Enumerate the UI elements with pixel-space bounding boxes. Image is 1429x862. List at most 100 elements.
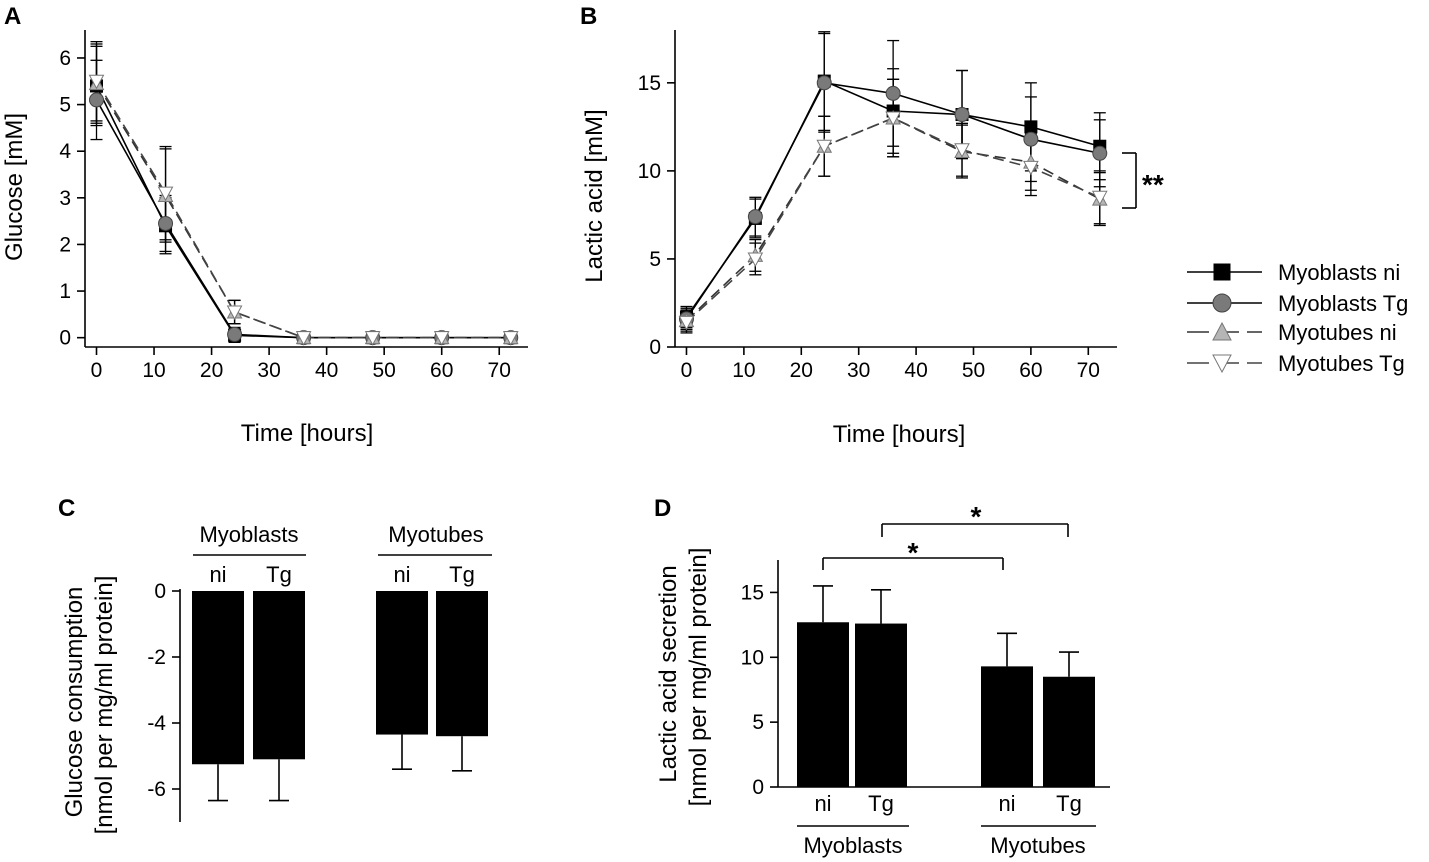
panel-c-cat-2: Tg [266,562,292,587]
panel-a-x-tick-label: 70 [488,359,511,382]
panel-c-y-tick-label: -6 [147,778,166,801]
panel-c-cat-4: Tg [449,562,475,587]
panel-c-bar [376,591,428,735]
panel-a-data-point [226,305,243,321]
panel-c-cat-1: ni [209,562,226,587]
legend-label-myoblasts-tg: Myoblasts Tg [1278,291,1408,316]
panel-a-y-tick-label: 0 [59,327,71,350]
panel-d-ylabel-line1: Lactic acid secretion [655,565,682,782]
legend-label-myotubes-ni: Myotubes ni [1278,320,1397,345]
panel-c-bar [192,591,244,765]
panel-b-data-point [816,75,832,91]
panel-d-y-tick-label: 0 [752,776,764,799]
panel-b-data-point [816,139,833,155]
panel-a-data-point [364,331,381,346]
panel-b-data-point [954,107,970,123]
panel-a-y-tick-label: 5 [59,94,71,117]
panel-label-d: D [654,495,671,522]
panel-b-x-tick-label: 20 [790,359,813,382]
panel-d-group-myotubes: Myotubes [990,833,1085,858]
panel-b-xlabel: Time [hours] [833,421,965,448]
legend-marker [1212,321,1232,341]
panel-b-data-point [1023,131,1039,147]
panel-a-data-point [89,92,105,108]
panel-c-bar [253,591,305,760]
panel-b-ylabel: Lactic acid [mM] [581,109,608,282]
panel-a-y-tick-label: 3 [59,187,71,210]
panel-c-y-tick-label: -2 [147,646,166,669]
panel-b-data-point [954,143,970,158]
panel-label-b: B [580,3,597,30]
panel-c-group-myotubes: Myotubes [388,522,483,547]
panel-b-data-point [1092,145,1108,161]
panel-b-data-point [678,315,695,331]
panel-b-x-tick-label: 50 [962,359,985,382]
panel-a-y-tick-label: 6 [59,47,71,70]
legend-marker [1213,263,1231,281]
panel-a-data-point [227,326,243,342]
panel-a-data-point [158,215,174,231]
panel-d-bar [1043,676,1095,787]
panel-d-cat-3: ni [998,791,1015,816]
panel-b-significance: ** [1142,169,1164,200]
panel-c-cat-3: ni [393,562,410,587]
panel-a-x-tick-label: 50 [372,359,395,382]
legend-marker [1212,354,1232,374]
panel-d-significance-1: * [908,537,919,568]
panel-c-y-tick-label: 0 [154,580,166,603]
panel-a-x-tick-label: 40 [315,359,338,382]
panel-d-group-myoblasts: Myoblasts [803,833,902,858]
panel-d-cat-1: ni [814,791,831,816]
panel-a-series-line [95,99,511,339]
panel-a-x-tick-label: 0 [91,359,103,382]
panel-d-cat-2: Tg [868,791,894,816]
panel-b-y-tick-label: 5 [649,248,661,271]
panel-a-xlabel: Time [hours] [241,420,373,447]
panel-b-y-tick-label: 0 [649,336,661,359]
panel-b-x-tick-label: 40 [904,359,927,382]
panel-a-x-tick-label: 30 [257,359,280,382]
panel-b-data-point [747,252,764,267]
panel-d-significance-2: * [971,501,982,532]
panel-a-x-tick-label: 60 [430,359,453,382]
panel-b-data-point [747,209,763,225]
panel-b-x-tick-label: 10 [732,359,755,382]
panel-b-data-point [1024,120,1038,134]
panel-c-bar [436,591,488,737]
panel-d-ylabel-line2: [nmol per mg/ml protein] [685,548,712,807]
panel-d-bar [855,623,907,787]
panel-c-ylabel-line1: Glucose consumption [61,587,88,818]
panel-c-ylabel-line2: [nmol per mg/ml protein] [91,576,118,835]
panel-b-x-tick-label: 60 [1019,359,1042,382]
panel-a-x-tick-label: 20 [200,359,223,382]
panel-a-data-point [88,74,105,90]
panel-label-a: A [4,3,21,30]
legend-marker [1212,293,1232,313]
legend-label-myotubes-tg: Myotubes Tg [1278,351,1405,376]
panel-b-data-point [1091,190,1108,206]
panel-d-y-tick-label: 10 [741,646,764,669]
panel-d-bar [797,622,849,787]
panel-b-x-tick-label: 30 [847,359,870,382]
panel-a-y-tick-label: 2 [59,233,71,256]
panel-b-y-tick-label: 15 [638,72,661,95]
panel-b-y-tick-label: 10 [638,160,661,183]
panel-a-x-tick-label: 10 [142,359,165,382]
panel-d-bar [981,666,1033,787]
panel-b-x-tick-label: 70 [1077,359,1100,382]
panel-d-cat-4: Tg [1056,791,1082,816]
panel-b-x-tick-label: 0 [681,359,693,382]
panel-label-c: C [58,495,75,522]
panel-c-group-myoblasts: Myoblasts [199,522,298,547]
panel-b-data-point [1023,160,1039,176]
panel-a-data-point [295,331,312,346]
panel-d-y-tick-label: 5 [752,711,764,734]
panel-a-data-point [502,331,519,346]
panel-b-data-point [885,111,901,127]
panel-a-y-tick-label: 4 [59,140,71,163]
legend-label-myoblasts-ni: Myoblasts ni [1278,260,1400,285]
panel-d-y-tick-label: 15 [741,581,764,604]
panel-c-y-tick-label: -4 [147,712,166,735]
